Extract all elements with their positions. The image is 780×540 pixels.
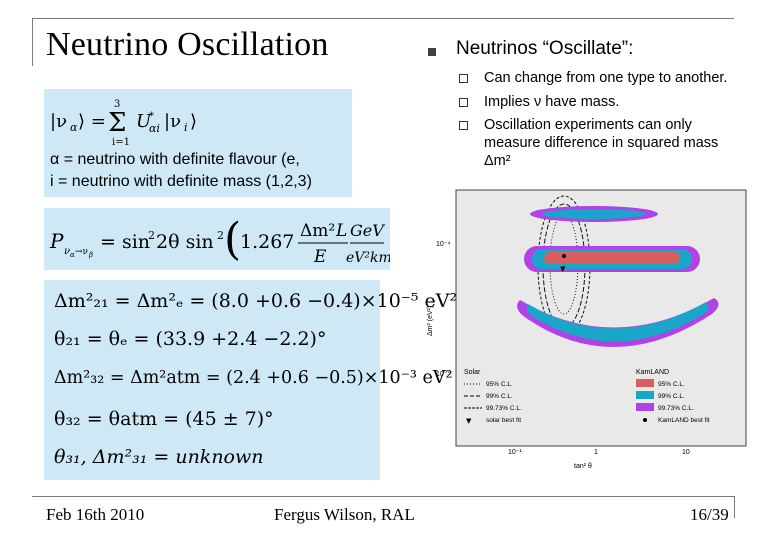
svg-text:▼: ▼ <box>466 417 472 425</box>
svg-text:*: * <box>149 111 154 122</box>
sub-bullet-icon <box>459 98 468 107</box>
kamland-best-fit-point <box>562 254 566 258</box>
bullet-3-cont: measure difference in squared mass <box>484 135 719 151</box>
bullet-heading: Neutrinos “Oscillate”: <box>456 38 634 59</box>
param-row-dm32: Δm²₃₂ = Δm²atm = (2.4 +0.6 −0.5)×10⁻³ eV… <box>54 368 453 388</box>
param-row-unknown: θ₃₁, Δm²₃₁ = unknown <box>54 446 264 468</box>
solar-best-fit-point: ▼ <box>560 265 566 273</box>
svg-text:i: i <box>184 121 188 134</box>
svg-text:(: ( <box>224 214 241 265</box>
legend-solar-best: solar best fit <box>486 417 521 424</box>
bullet-3: Oscillation experiments can only <box>484 117 692 133</box>
legend-kamland: KamLAND 95% C.L. 99% C.L. 99.73% C.L. Ka… <box>636 369 710 424</box>
oscillation-parameter-plot: ▼ 10⁻⁴ 10⁻⁵ 10⁻¹ 1 10 tan² θ Δm² (eV²) S… <box>427 189 747 470</box>
legend-kam-best: KamLAND best fit <box>658 417 710 424</box>
svg-text:|ν: |ν <box>164 111 181 132</box>
kamland-95-mid <box>544 252 680 264</box>
x-axis-label: tan² θ <box>574 463 592 470</box>
legend-kam-title: KamLAND <box>636 369 669 376</box>
legend-solar-99: 99% C.L. <box>486 393 513 400</box>
bullet-1: Can change from one type to another. <box>484 70 728 86</box>
ytick-1e-4: 10⁻⁴ <box>436 241 451 248</box>
svg-text:α: α <box>70 251 75 259</box>
legend-kam-95: 95% C.L. <box>658 381 685 388</box>
kamland-99-arc <box>526 302 709 342</box>
sub-bullet-icon <box>459 121 468 130</box>
bottom-right-rule <box>734 496 735 518</box>
param-row-theta21: θ₂₁ = θₑ = (33.9 +2.4 −2.2)° <box>54 328 327 350</box>
svg-text:β: β <box>88 251 93 259</box>
measured-parameters-box: Δm²₂₁ = Δm²ₑ = (8.0 +0.6 −0.4)×10⁻⁵ eV² … <box>44 280 457 480</box>
svg-text:= sin: = sin <box>100 231 150 253</box>
svg-text:|ν: |ν <box>50 111 67 132</box>
prob-symbol: P <box>49 229 64 253</box>
footer-date: Feb 16th 2010 <box>46 505 145 524</box>
svg-text:i=1: i=1 <box>112 137 130 148</box>
svg-text:E: E <box>313 247 327 267</box>
svg-text:Δm²: Δm² <box>300 221 335 241</box>
svg-text:2θ sin: 2θ sin <box>156 231 214 253</box>
footer-page-number: 16/39 <box>690 505 729 524</box>
kamland-99-top <box>542 209 646 219</box>
svg-text:Σ: Σ <box>108 108 126 138</box>
y-axis-label: Δm² (eV²) <box>427 306 434 336</box>
svg-text:2: 2 <box>148 229 155 242</box>
oscillation-probability-box: P ν α →ν β = sin 2 2θ sin 2 ( 1.267 Δm² … <box>44 208 392 270</box>
svg-text:α: α <box>70 121 78 134</box>
kamland-9973-arc <box>517 298 719 348</box>
svg-text:3: 3 <box>114 99 120 110</box>
legend-solar-9973: 99.73% C.L. <box>486 405 522 412</box>
xtick-1e-1: 10⁻¹ <box>508 449 522 456</box>
svg-text:GeV: GeV <box>350 221 385 240</box>
bullet-2: Implies ν have mass. <box>484 94 620 110</box>
legend-solar-title: Solar <box>464 369 481 376</box>
svg-text:U: U <box>136 111 152 132</box>
xtick-10: 10 <box>682 449 690 456</box>
legend-solar-95: 95% C.L. <box>486 381 513 388</box>
param-row-dm21: Δm²₂₁ = Δm²ₑ = (8.0 +0.6 −0.4)×10⁻⁵ eV² <box>54 290 458 312</box>
svg-text:2: 2 <box>217 229 224 242</box>
xtick-1: 1 <box>594 449 598 456</box>
svg-text:⟩ =: ⟩ = <box>78 111 106 132</box>
legend-solar: Solar 95% C.L. 99% C.L. 99.73% C.L. ▼ so… <box>464 369 522 425</box>
i-definition: i = neutrino with definite mass (1,2,3) <box>50 173 312 190</box>
legend-kam-99: 99% C.L. <box>658 393 685 400</box>
svg-text:→ν: →ν <box>75 247 88 257</box>
probability-formula-svg: P ν α →ν β = sin 2 2θ sin 2 ( 1.267 Δm² … <box>49 214 392 267</box>
svg-text:1.267: 1.267 <box>240 231 294 253</box>
svg-text:ν: ν <box>64 246 70 257</box>
mixing-equation: |ν α ⟩ = 3 Σ i=1 U * αi |ν i ⟩ <box>48 95 348 148</box>
svg-text:L: L <box>335 221 347 241</box>
alpha-definition: α = neutrino with definite flavour (e, <box>50 151 300 168</box>
left-rule <box>32 18 33 66</box>
top-rule <box>32 18 734 19</box>
sub-bullet-icon <box>459 74 468 83</box>
ytick-1e-5: 10⁻⁵ <box>436 371 450 378</box>
slide-title: Neutrino Oscillation <box>46 26 329 63</box>
bottom-rule <box>32 496 734 497</box>
flavour-mass-equation-box: |ν α ⟩ = 3 Σ i=1 U * αi |ν i ⟩ α = neutr… <box>44 89 352 197</box>
mixing-equation-svg: |ν α ⟩ = 3 Σ i=1 U * αi |ν i ⟩ <box>50 99 197 148</box>
param-row-theta32: θ₃₂ = θatm = (45 ± 7)° <box>54 408 274 430</box>
bullet-3-cont2: Δm² <box>484 153 511 169</box>
svg-text:αi: αi <box>149 122 160 135</box>
svg-text:⟩: ⟩ <box>190 111 197 132</box>
legend-kam-9973: 99.73% C.L. <box>658 405 694 412</box>
footer-author: Fergus Wilson, RAL <box>274 505 415 524</box>
svg-text:eV²km: eV²km <box>346 250 390 266</box>
main-bullet-icon <box>428 48 436 56</box>
